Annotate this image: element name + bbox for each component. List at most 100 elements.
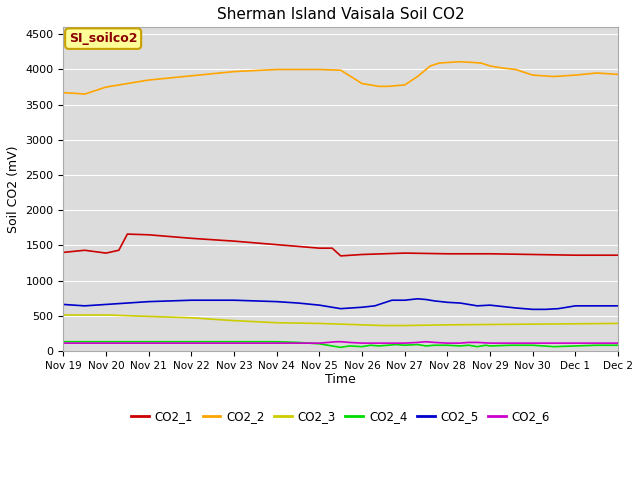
CO2_2 bbox=[81, 91, 88, 97]
CO2_3 bbox=[572, 321, 579, 327]
CO2_5 bbox=[413, 296, 421, 302]
CO2_6 bbox=[380, 340, 387, 346]
CO2_2 bbox=[593, 70, 600, 76]
Legend: CO2_1, CO2_2, CO2_3, CO2_4, CO2_5, CO2_6: CO2_1, CO2_2, CO2_3, CO2_4, CO2_5, CO2_6 bbox=[127, 405, 555, 428]
CO2_6 bbox=[422, 339, 430, 345]
Line: CO2_5: CO2_5 bbox=[63, 299, 618, 310]
CO2_2 bbox=[230, 69, 238, 74]
CO2_4 bbox=[188, 339, 195, 345]
CO2_4 bbox=[230, 339, 238, 345]
CO2_6 bbox=[324, 339, 332, 345]
CO2_4 bbox=[392, 342, 400, 348]
Line: CO2_2: CO2_2 bbox=[63, 62, 618, 94]
CO2_5 bbox=[444, 300, 451, 305]
CO2_6 bbox=[474, 339, 481, 345]
CO2_4 bbox=[102, 339, 110, 345]
CO2_6 bbox=[413, 339, 421, 345]
CO2_1 bbox=[230, 238, 238, 244]
CO2_3 bbox=[358, 322, 366, 328]
CO2_1 bbox=[401, 250, 408, 256]
CO2_4 bbox=[346, 343, 353, 349]
CO2_6 bbox=[230, 340, 238, 346]
CO2_5 bbox=[486, 302, 494, 308]
CO2_6 bbox=[401, 340, 408, 346]
CO2_5 bbox=[124, 300, 131, 306]
CO2_5 bbox=[512, 305, 520, 311]
CO2_1 bbox=[81, 247, 88, 253]
CO2_2 bbox=[456, 59, 464, 65]
CO2_5 bbox=[614, 303, 622, 309]
CO2_2 bbox=[614, 72, 622, 77]
CO2_5 bbox=[230, 297, 238, 303]
CO2_6 bbox=[367, 340, 374, 346]
CO2_4 bbox=[384, 342, 392, 348]
CO2_2 bbox=[60, 90, 67, 96]
Title: Sherman Island Vaisala Soil CO2: Sherman Island Vaisala Soil CO2 bbox=[217, 7, 465, 22]
CO2_1 bbox=[102, 250, 110, 256]
CO2_5 bbox=[294, 300, 302, 306]
CO2_2 bbox=[337, 67, 344, 73]
CO2_2 bbox=[367, 82, 374, 88]
CO2_5 bbox=[541, 307, 549, 312]
CO2_5 bbox=[380, 300, 387, 306]
CO2_1 bbox=[358, 252, 366, 257]
CO2_5 bbox=[465, 301, 472, 307]
CO2_4 bbox=[367, 342, 374, 348]
CO2_1 bbox=[145, 232, 152, 238]
CO2_3 bbox=[145, 313, 152, 319]
CO2_2 bbox=[358, 81, 366, 86]
CO2_5 bbox=[499, 304, 507, 310]
CO2_5 bbox=[273, 299, 280, 304]
CO2_5 bbox=[188, 297, 195, 303]
CO2_2 bbox=[316, 67, 323, 72]
CO2_6 bbox=[572, 340, 579, 346]
CO2_5 bbox=[81, 303, 88, 309]
CO2_4 bbox=[456, 343, 464, 349]
CO2_2 bbox=[469, 60, 477, 65]
CO2_5 bbox=[145, 299, 152, 304]
CO2_6 bbox=[273, 340, 280, 346]
CO2_4 bbox=[593, 342, 600, 348]
CO2_1 bbox=[60, 250, 67, 255]
CO2_6 bbox=[508, 340, 515, 346]
CO2_2 bbox=[145, 77, 152, 83]
CO2_3 bbox=[529, 321, 536, 327]
CO2_2 bbox=[384, 84, 392, 89]
CO2_4 bbox=[358, 344, 366, 349]
CO2_3 bbox=[401, 323, 408, 328]
CO2_4 bbox=[529, 342, 536, 348]
CO2_6 bbox=[529, 340, 536, 346]
CO2_4 bbox=[508, 342, 515, 348]
CO2_3 bbox=[380, 323, 387, 328]
CO2_3 bbox=[188, 315, 195, 321]
CO2_5 bbox=[337, 306, 344, 312]
CO2_4 bbox=[413, 342, 421, 348]
CO2_2 bbox=[499, 65, 507, 71]
CO2_6 bbox=[358, 340, 366, 346]
CO2_2 bbox=[273, 67, 280, 72]
CO2_4 bbox=[60, 339, 67, 345]
CO2_2 bbox=[124, 81, 131, 86]
CO2_1 bbox=[572, 252, 579, 258]
CO2_2 bbox=[209, 71, 216, 77]
CO2_4 bbox=[273, 339, 280, 345]
CO2_4 bbox=[401, 342, 408, 348]
CO2_5 bbox=[431, 298, 438, 304]
CO2_5 bbox=[60, 301, 67, 307]
CO2_2 bbox=[166, 75, 174, 81]
CO2_2 bbox=[72, 91, 80, 96]
CO2_2 bbox=[392, 83, 400, 88]
CO2_5 bbox=[474, 303, 481, 309]
CO2_1 bbox=[614, 252, 622, 258]
CO2_4 bbox=[422, 343, 430, 349]
CO2_4 bbox=[572, 343, 579, 349]
CO2_6 bbox=[333, 339, 340, 345]
CO2_5 bbox=[371, 303, 379, 309]
CO2_5 bbox=[328, 304, 336, 310]
CO2_6 bbox=[614, 340, 622, 346]
CO2_5 bbox=[422, 297, 430, 302]
CO2_2 bbox=[426, 63, 434, 69]
CO2_4 bbox=[482, 342, 490, 348]
CO2_6 bbox=[60, 340, 67, 346]
CO2_2 bbox=[486, 63, 494, 69]
